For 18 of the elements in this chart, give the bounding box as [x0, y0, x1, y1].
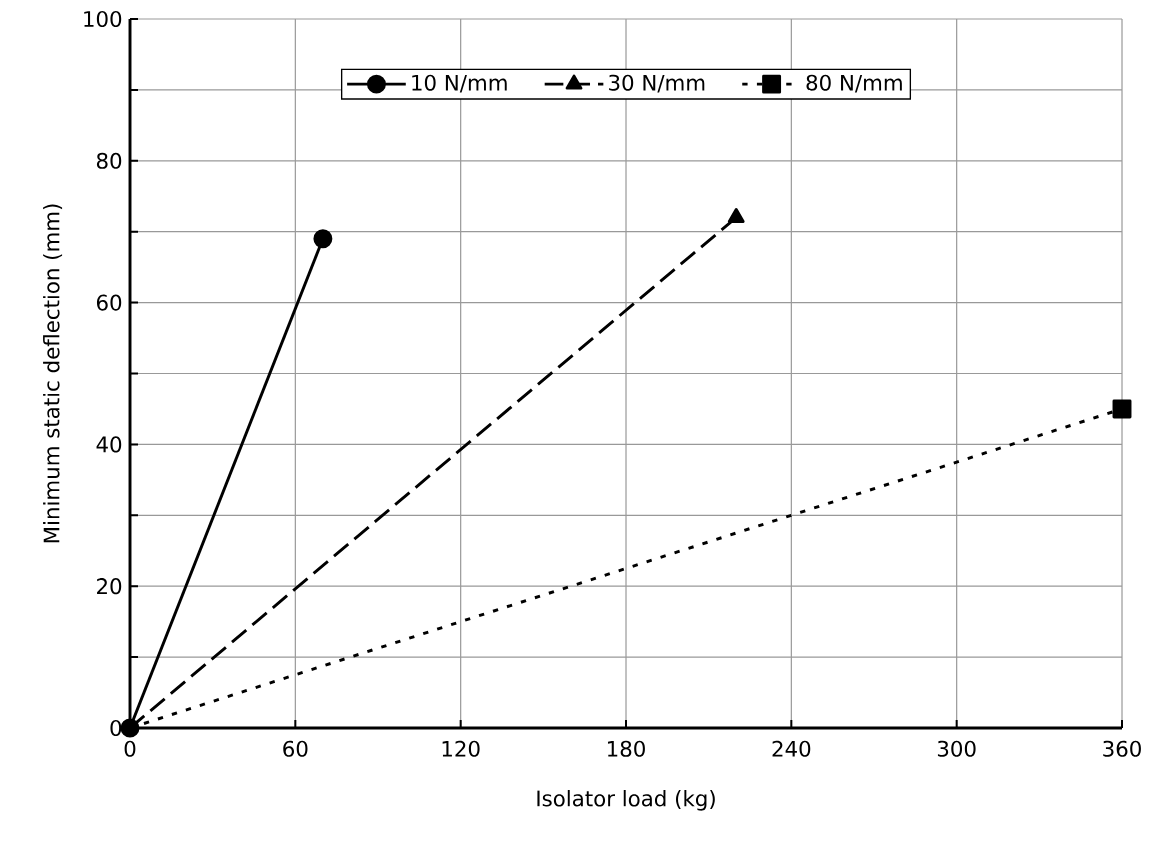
- legend-label: 80 N/mm: [806, 74, 902, 93]
- x-tick-label: 120: [442, 740, 480, 757]
- y-tick-label: 60: [96, 294, 122, 311]
- y-tick-label: 80: [96, 152, 122, 169]
- x-tick-label: 300: [937, 740, 976, 757]
- x-tick-label: 0: [124, 740, 136, 757]
- x-axis-title: Isolator load (kg): [537, 789, 715, 811]
- y-tick-label: 0: [110, 719, 122, 737]
- y-tick-label: 40: [96, 436, 122, 453]
- x-tick-label: 360: [1103, 740, 1141, 757]
- x-tick-label: 60: [283, 740, 308, 757]
- legend-label: 30 N/mm: [609, 74, 705, 93]
- x-tick-label: 240: [772, 740, 811, 757]
- y-tick-label: 20: [97, 578, 122, 595]
- y-axis-title: Minimum static deflection (mm): [43, 204, 63, 543]
- x-tick-label: 180: [607, 740, 645, 757]
- y-tick-label: 100: [84, 10, 122, 28]
- legend-label: 10 N/mm: [412, 74, 507, 93]
